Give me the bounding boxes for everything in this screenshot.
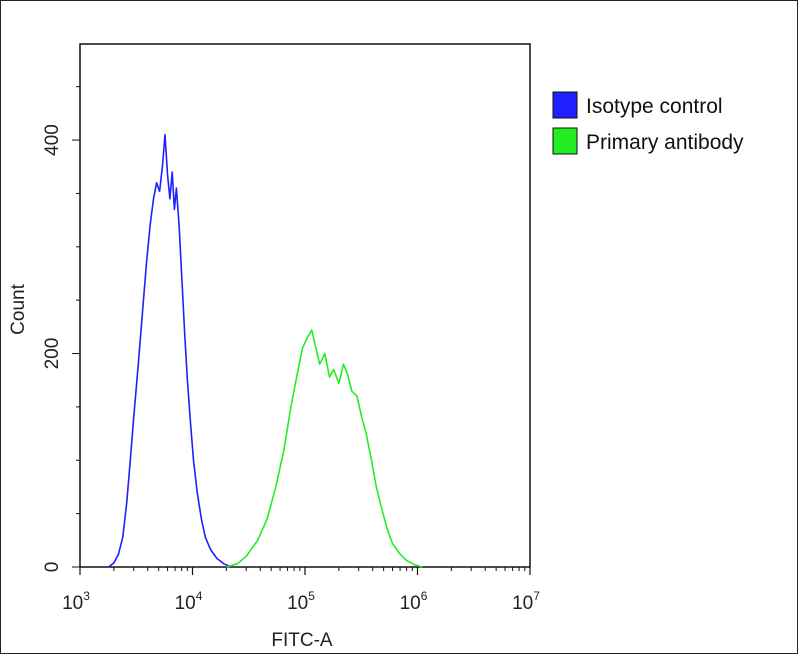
legend-label: Primary antibody xyxy=(586,131,744,154)
y-tick-label: 0 xyxy=(42,562,63,573)
y-tick-label: 200 xyxy=(42,338,63,370)
y-tick-label: 400 xyxy=(42,124,63,156)
x-tick-label: 103 xyxy=(62,589,90,614)
x-tick-label: 106 xyxy=(400,589,428,614)
series-line-isotype-control xyxy=(108,133,232,568)
legend-label: Isotype control xyxy=(586,95,723,118)
legend-swatch xyxy=(552,91,578,119)
plot-area-border xyxy=(79,43,531,568)
series-line-primary-antibody xyxy=(226,329,423,568)
x-tick-label: 107 xyxy=(512,589,540,614)
y-axis-title: Count xyxy=(8,283,29,334)
x-tick-label: 104 xyxy=(175,589,203,614)
x-tick-label: 105 xyxy=(287,589,315,614)
x-axis-title: FITC-A xyxy=(271,630,333,651)
legend-swatch xyxy=(552,127,578,155)
